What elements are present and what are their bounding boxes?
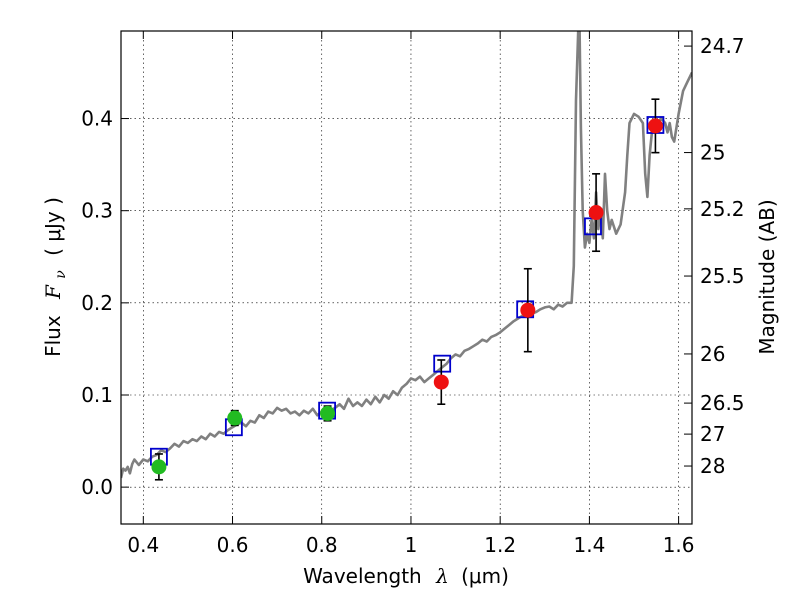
magnitude-tick-label: 25.2 (700, 197, 745, 221)
y-axis-label-subscript: ν (53, 270, 69, 279)
red-data-point (520, 302, 536, 318)
red-data-point (433, 374, 449, 390)
plot-frame (120, 30, 693, 525)
y-axis-label-unit: ( μJy ) (41, 197, 65, 256)
x-axis-label-unit: (μm) (461, 564, 509, 588)
model-photometry-series (150, 116, 665, 466)
y-tick-label: 0.4 (81, 107, 113, 131)
green-data-point (151, 459, 167, 475)
green-data-point (227, 410, 243, 426)
y-tick-label: 0.1 (81, 383, 113, 407)
green-data-point (320, 405, 336, 421)
magnitude-tick-label: 27 (700, 422, 725, 446)
x-tick-label: 1 (405, 533, 418, 557)
magnitude-tick-label: 28 (700, 454, 725, 478)
axis-ticks (121, 31, 692, 524)
y-tick-label: 0.2 (81, 291, 113, 315)
y-axis-label-symbol: F (41, 284, 65, 300)
x-axis-label: Wavelength λ (μm) (303, 564, 509, 588)
x-tick-label: 0.4 (127, 533, 159, 557)
x-tick-label: 0.6 (217, 533, 249, 557)
magnitude-tick-label: 26.5 (700, 391, 745, 415)
magnitude-tick-label: 25.5 (700, 264, 745, 288)
magnitude-tick-label: 25 (700, 141, 725, 165)
x-tick-label: 1.6 (663, 533, 695, 557)
x-axis-label-symbol: λ (435, 564, 449, 588)
y-tick-label: 0.0 (81, 475, 113, 499)
x-axis-label-text: Wavelength (303, 564, 422, 588)
red-data-point (588, 205, 604, 221)
magnitude-axis-label: Magnitude (AB) (755, 199, 779, 354)
tick-labels: 0.4 0.6 0.8 1 1.2 1.4 1.6 0.0 0.1 0.2 0.3 0.4 24.7 25… (81, 34, 744, 557)
grid-lines (121, 31, 692, 524)
y-axis-label-text: Flux (41, 315, 65, 357)
magnitude-tick-label: 26 (700, 342, 725, 366)
observed-photometry-series (151, 118, 663, 475)
y-axis-label: Flux F ν ( μJy ) (41, 197, 70, 357)
spectrum-series (121, 31, 692, 479)
spectrum-line (121, 31, 692, 479)
magnitude-tick-label: 24.7 (700, 34, 745, 58)
plot-area (121, 31, 692, 481)
red-data-point (647, 118, 663, 134)
x-tick-label: 0.8 (306, 533, 338, 557)
x-tick-label: 1.4 (573, 533, 605, 557)
model-square-marker (433, 354, 452, 373)
y-tick-label: 0.3 (81, 199, 113, 223)
x-tick-label: 1.2 (484, 533, 516, 557)
